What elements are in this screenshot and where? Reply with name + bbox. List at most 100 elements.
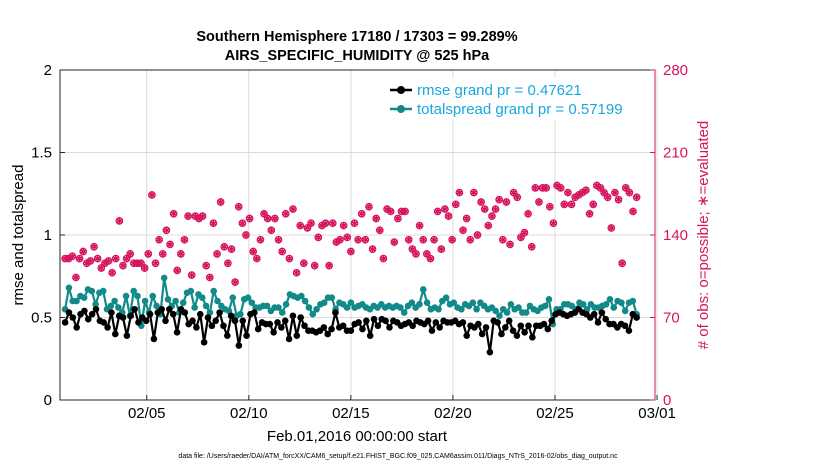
obs-evaluated-star-stroke (466, 237, 474, 243)
obs-evaluated-point (568, 200, 576, 208)
rmse-point (235, 342, 243, 349)
rmse-point (243, 332, 250, 339)
totalspread-point (473, 305, 480, 313)
totalspread-point (80, 294, 88, 302)
rmse-point (301, 322, 308, 330)
rmse-point (529, 334, 536, 341)
totalspread-point (107, 302, 115, 310)
totalspread-point (583, 305, 591, 313)
totalspread-point (225, 307, 233, 315)
obs-evaluated-star-stroke (184, 213, 192, 219)
x-tick-label: 02/10 (230, 405, 268, 422)
totalspread-point (408, 299, 416, 306)
rmse-point (324, 330, 331, 338)
totalspread-point (458, 305, 465, 313)
obs-evaluated-star-stroke (383, 206, 391, 212)
obs-evaluated-point (148, 191, 156, 199)
obs-count-series (61, 181, 641, 286)
totalspread-point (134, 292, 141, 300)
totalspread-point (282, 301, 290, 308)
totalspread-point (278, 309, 286, 316)
totalspread-point (343, 304, 351, 311)
totalspread-point (469, 299, 477, 306)
rmse-point (274, 319, 281, 326)
obs-evaluated-point (452, 200, 460, 208)
x-tick-label: 03/01 (638, 405, 676, 422)
obs-evaluated-point (365, 203, 373, 211)
rmse-point (370, 315, 378, 323)
obs-evaluated-point (296, 221, 304, 230)
obs-evaluated-point (177, 250, 185, 258)
rmse-point (436, 324, 443, 331)
obs-evaluated-star-stroke (267, 227, 275, 233)
obs-evaluated-star-stroke (72, 274, 80, 280)
totalspread-point (229, 294, 237, 302)
totalspread-point (397, 304, 404, 311)
obs-evaluated-point (557, 184, 565, 192)
obs-evaluated-point (322, 219, 330, 227)
rmse-point (521, 329, 528, 336)
totalspread-point (88, 287, 96, 295)
obs-evaluated-star-stroke (159, 251, 167, 257)
y-left-tick-label: 1 (44, 227, 52, 244)
obs-evaluated-star-stroke (412, 251, 420, 257)
totalspread-point (629, 297, 637, 305)
obs-evaluated-point (477, 198, 485, 206)
obs-evaluated-star-stroke (227, 246, 236, 252)
obs-evaluated-star-stroke (322, 220, 330, 226)
obs-evaluated-star-stroke (76, 256, 84, 262)
obs-evaluated-point (141, 264, 149, 272)
obs-evaluated-star-stroke (419, 237, 427, 243)
obs-evaluated-star-stroke (155, 237, 163, 243)
rmse-point (289, 312, 297, 320)
obs-evaluated-point (119, 262, 127, 270)
obs-evaluated-star-stroke (633, 194, 641, 200)
rmse-point (366, 332, 374, 339)
obs-evaluated-point (293, 269, 301, 277)
obs-evaluated-star-stroke (361, 237, 369, 243)
legend-box (385, 78, 650, 120)
rmse-point (104, 324, 111, 331)
obs-evaluated-star-stroke (607, 225, 615, 231)
obs-evaluated-point (300, 259, 308, 267)
obs-evaluated-star-stroke (459, 227, 467, 233)
totalspread-point (492, 307, 499, 315)
obs-evaluated-star-stroke (445, 213, 453, 219)
obs-evaluated-point (470, 188, 478, 197)
rmse-point (61, 319, 69, 326)
obs-evaluated-point (448, 236, 456, 244)
rmse-point (355, 319, 362, 326)
obs-evaluated-star-stroke (170, 211, 178, 217)
rmse-point (548, 317, 555, 325)
totalspread-point (602, 301, 610, 308)
totalspread-point (328, 294, 336, 302)
x-tick-label: 02/15 (332, 405, 370, 422)
obs-evaluated-star-stroke (593, 183, 601, 188)
obs-evaluated-point (202, 262, 210, 270)
obs-evaluated-star-stroke (329, 220, 337, 226)
obs-evaluated-point (394, 214, 402, 223)
obs-evaluated-point (350, 219, 359, 227)
obs-evaluated-star-stroke (531, 185, 539, 191)
obs-evaluated-point (275, 236, 283, 244)
obs-evaluated-point (235, 203, 243, 211)
obs-evaluated-star-stroke (625, 190, 633, 196)
totalspread-point (450, 299, 458, 306)
obs-evaluated-point (401, 207, 409, 216)
obs-evaluated-star-stroke (426, 256, 434, 262)
rmse-point (150, 335, 158, 343)
obs-evaluated-star-stroke (473, 232, 481, 238)
rmse-point (475, 320, 482, 328)
obs-evaluated-star-stroke (141, 265, 149, 271)
obs-evaluated-star-stroke (600, 190, 608, 196)
totalspread-point (522, 309, 530, 316)
rmse-point (509, 327, 517, 335)
obs-evaluated-star-stroke (340, 223, 348, 229)
rmse-point (181, 309, 189, 316)
y-right-tick-label: 210 (663, 145, 688, 162)
obs-evaluated-star-stroke (365, 204, 373, 210)
obs-evaluated-star-stroke (264, 216, 272, 221)
totalspread-point (73, 297, 80, 305)
obs-evaluated-star-stroke (188, 272, 196, 278)
